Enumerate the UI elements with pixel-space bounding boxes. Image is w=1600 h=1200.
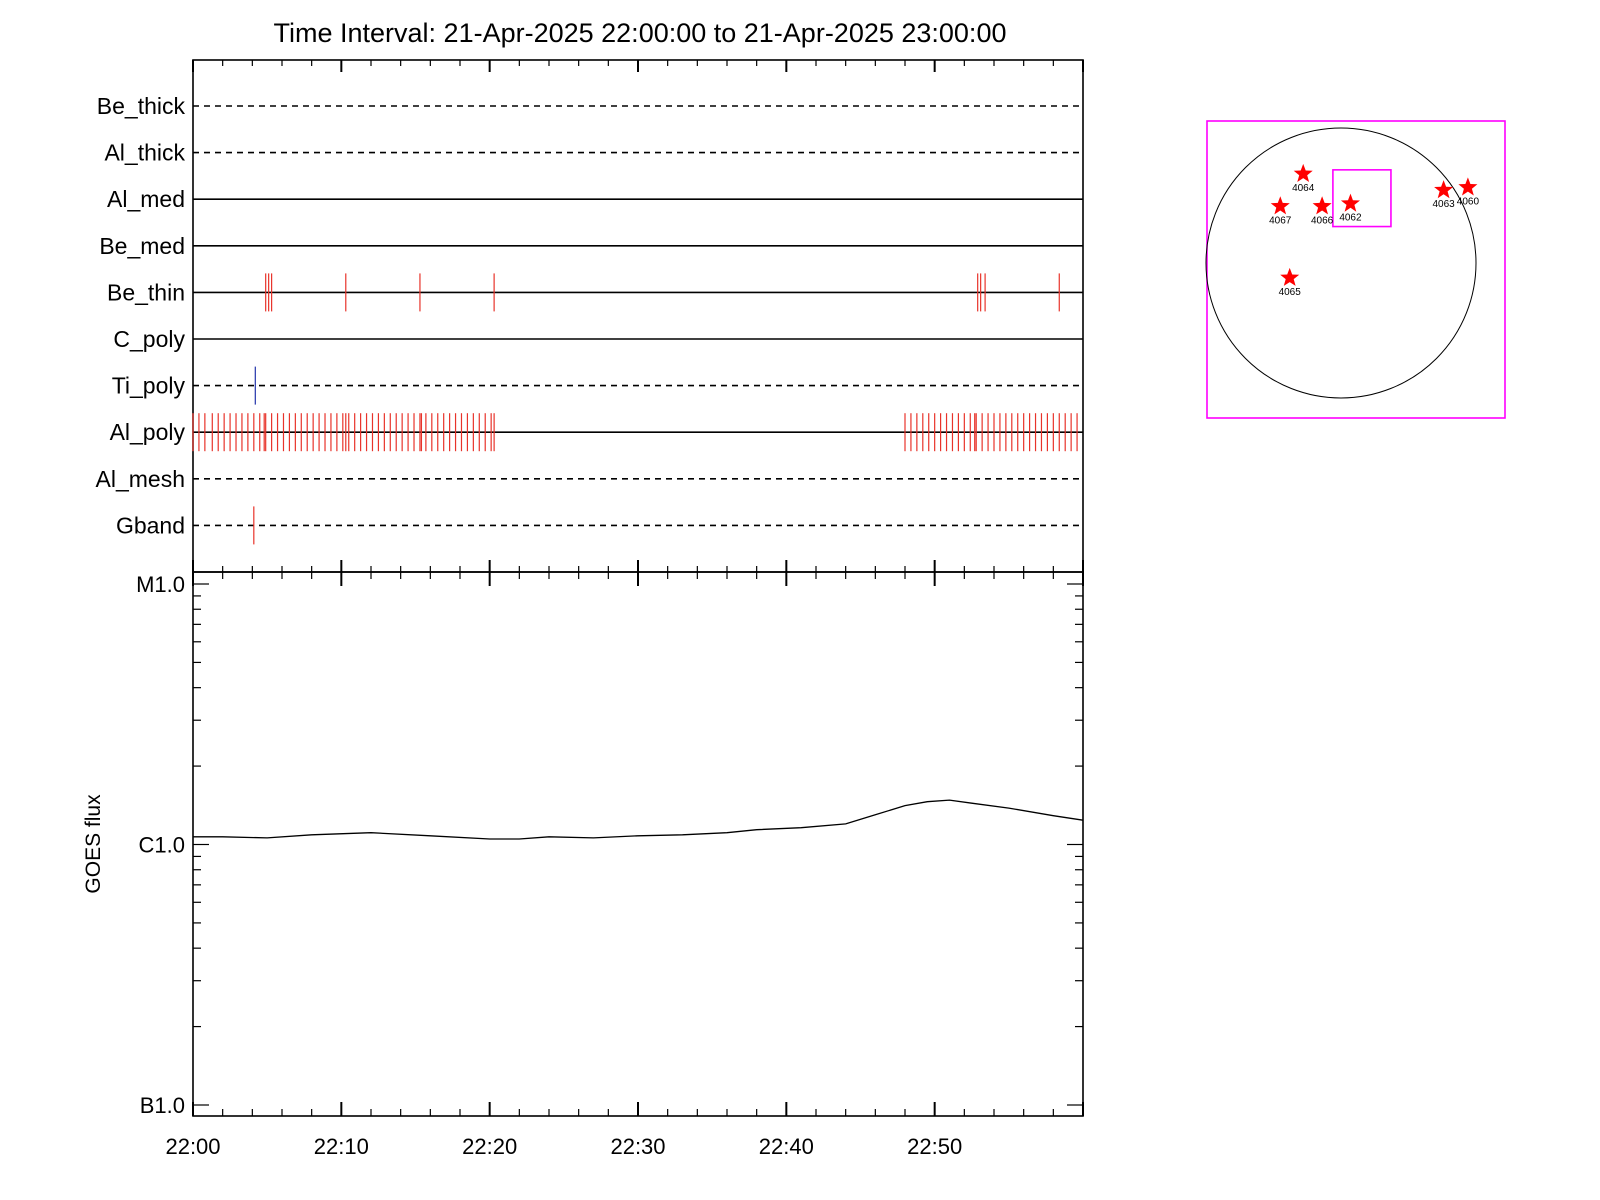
active-region-star bbox=[1340, 193, 1360, 212]
active-region-label: 4060 bbox=[1457, 196, 1480, 207]
disk-frame bbox=[1206, 120, 1506, 419]
active-region-star bbox=[1312, 196, 1332, 215]
active-region-star bbox=[1270, 196, 1290, 215]
timeline-panel: Be_thick Al_thick Al_med Be_med Be_thin C_pol… bbox=[96, 59, 1084, 573]
row-label: Al_thick bbox=[104, 140, 185, 166]
x-tick-label: 22:00 bbox=[165, 1134, 220, 1159]
y-tick-label: M1.0 bbox=[136, 572, 185, 597]
row-label: Al_poly bbox=[110, 419, 186, 445]
active-region-label: 4064 bbox=[1292, 183, 1315, 194]
chart-title: Time Interval: 21-Apr-2025 22:00:00 to 2… bbox=[274, 18, 1007, 48]
fov-box bbox=[1332, 169, 1392, 228]
x-tick-label: 22:10 bbox=[314, 1134, 369, 1159]
row-label: Be_thin bbox=[107, 279, 185, 305]
x-tick-label: 22:50 bbox=[907, 1134, 962, 1159]
row-label: Al_med bbox=[107, 186, 185, 212]
active-region-star bbox=[1293, 163, 1313, 182]
row-label: Al_mesh bbox=[96, 466, 185, 492]
active-region-star bbox=[1434, 180, 1454, 199]
row-label: Ti_poly bbox=[112, 373, 186, 399]
x-tick-label: 22:20 bbox=[462, 1134, 517, 1159]
x-tick-label: 22:40 bbox=[759, 1134, 814, 1159]
active-region-label: 4067 bbox=[1269, 215, 1292, 226]
y-tick-label: B1.0 bbox=[140, 1093, 185, 1118]
active-region-label: 4063 bbox=[1432, 199, 1455, 210]
goes-flux-panel: M1.0 C1.0 B1.0 22:00 22:10 22:20 22:30 22:40 22:… bbox=[82, 571, 1084, 1159]
y-tick-label: C1.0 bbox=[139, 833, 185, 858]
goes-flux-line bbox=[193, 799, 1084, 840]
active-region-label: 4066 bbox=[1311, 215, 1334, 226]
row-label: Be_med bbox=[99, 233, 185, 259]
y-axis-label: GOES flux bbox=[82, 794, 105, 894]
timeline-frame bbox=[192, 59, 1084, 573]
row-label: C_poly bbox=[113, 326, 185, 352]
active-region-label: 4065 bbox=[1279, 287, 1302, 298]
solar-limb bbox=[1205, 127, 1477, 399]
solar-disk-panel: 4064 4067 4066 4062 4063 4060 4065 bbox=[1205, 120, 1506, 419]
active-region-star bbox=[1458, 177, 1478, 196]
goes-frame bbox=[192, 571, 1084, 1117]
row-label: Gband bbox=[116, 512, 185, 538]
row-label: Be_thick bbox=[97, 93, 186, 119]
active-region-label: 4062 bbox=[1339, 213, 1362, 224]
x-tick-label: 22:30 bbox=[610, 1134, 665, 1159]
active-region-star bbox=[1280, 267, 1300, 286]
